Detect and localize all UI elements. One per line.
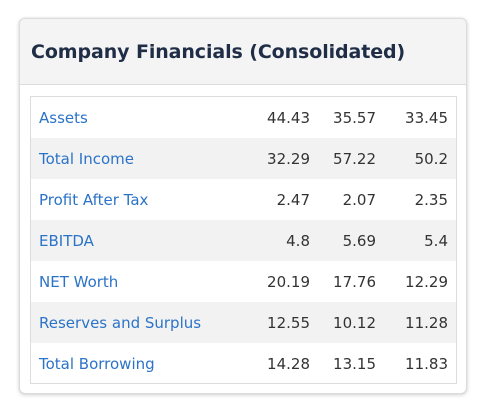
cell-value: 5.4 (424, 231, 448, 250)
financials-table: Assets 44.43 35.57 33.45 Total Income 32… (31, 97, 456, 384)
row-label-total-borrowing[interactable]: Total Borrowing (39, 354, 155, 373)
row-label-assets[interactable]: Assets (39, 108, 88, 127)
cell-value: 12.29 (405, 272, 448, 291)
cell-value: 32.29 (267, 149, 310, 168)
row-label-ebitda[interactable]: EBITDA (39, 231, 94, 250)
cell-value: 20.19 (267, 272, 310, 291)
row-label-profit-after-tax[interactable]: Profit After Tax (39, 190, 149, 209)
table-row-profit-after-tax: Profit After Tax 2.47 2.07 2.35 (31, 179, 456, 220)
cell-value: 14.28 (267, 354, 310, 373)
cell-value: 5.69 (342, 231, 376, 250)
table-row-total-income: Total Income 32.29 57.22 50.2 (31, 138, 456, 179)
cell-value: 17.76 (333, 272, 376, 291)
cell-value: 12.55 (267, 313, 310, 332)
cell-value: 11.83 (405, 354, 448, 373)
company-financials-card: Company Financials (Consolidated) Assets… (19, 18, 467, 394)
cell-value: 2.47 (276, 190, 310, 209)
cell-value: 50.2 (414, 149, 448, 168)
card-title: Company Financials (Consolidated) (31, 40, 406, 63)
cell-value: 57.22 (333, 149, 376, 168)
card-header: Company Financials (Consolidated) (20, 19, 466, 85)
cell-value: 11.28 (405, 313, 448, 332)
cell-value: 33.45 (405, 108, 448, 127)
cell-value: 2.35 (414, 190, 448, 209)
cell-value: 13.15 (333, 354, 376, 373)
table-row-reserves-and-surplus: Reserves and Surplus 12.55 10.12 11.28 (31, 302, 456, 343)
cell-value: 4.8 (286, 231, 310, 250)
cell-value: 10.12 (333, 313, 376, 332)
row-label-reserves-and-surplus[interactable]: Reserves and Surplus (39, 313, 202, 332)
cell-value: 35.57 (333, 108, 376, 127)
row-label-total-income[interactable]: Total Income (39, 149, 134, 168)
table-row-assets: Assets 44.43 35.57 33.45 (31, 97, 456, 138)
table-row-total-borrowing: Total Borrowing 14.28 13.15 11.83 (31, 343, 456, 384)
row-label-net-worth[interactable]: NET Worth (39, 272, 119, 291)
table-row-ebitda: EBITDA 4.8 5.69 5.4 (31, 220, 456, 261)
financials-table-container: Assets 44.43 35.57 33.45 Total Income 32… (30, 96, 457, 384)
cell-value: 2.07 (342, 190, 376, 209)
table-row-net-worth: NET Worth 20.19 17.76 12.29 (31, 261, 456, 302)
cell-value: 44.43 (267, 108, 310, 127)
